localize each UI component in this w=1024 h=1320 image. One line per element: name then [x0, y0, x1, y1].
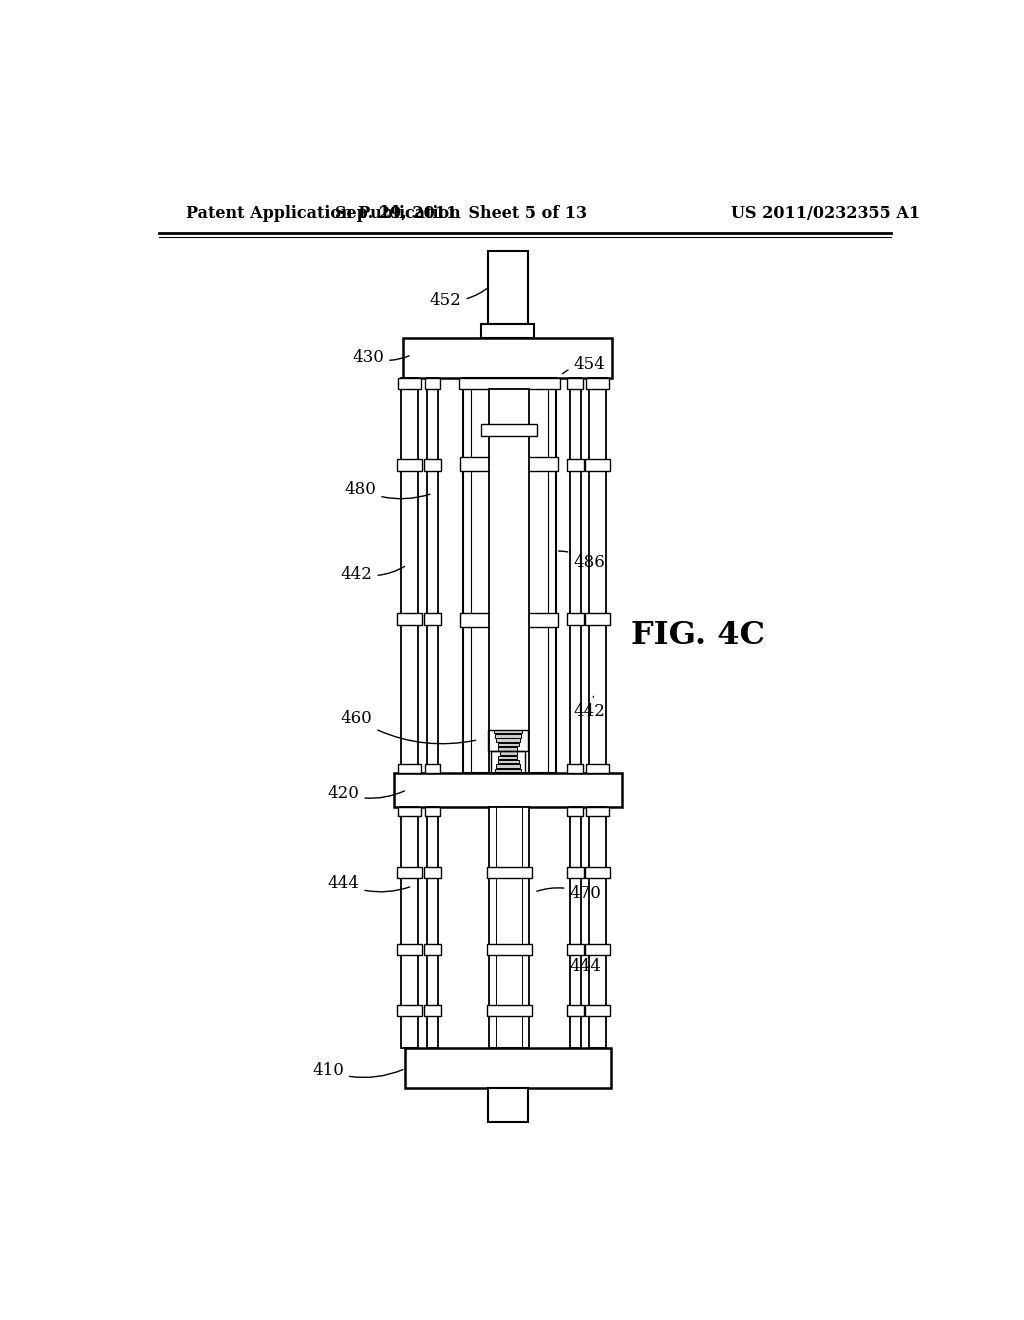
Bar [566, 459, 584, 471]
Bar [499, 747, 517, 751]
Text: 444: 444 [569, 958, 601, 975]
Text: 430: 430 [352, 348, 410, 366]
Bar [397, 1006, 422, 1016]
Bar [586, 807, 609, 816]
Text: 470: 470 [537, 886, 601, 903]
Bar [589, 807, 606, 1048]
Bar [489, 807, 529, 1048]
Bar [490, 751, 524, 774]
Text: 410: 410 [312, 1063, 402, 1080]
Bar [427, 807, 438, 1048]
Text: Patent Application Publication: Patent Application Publication [186, 206, 461, 222]
Bar [486, 1006, 531, 1016]
Bar [397, 612, 422, 626]
Bar [397, 459, 422, 471]
Bar [459, 378, 560, 388]
Bar [586, 944, 610, 954]
Bar [498, 760, 519, 763]
Bar [461, 612, 558, 627]
Text: Sep. 29, 2011  Sheet 5 of 13: Sep. 29, 2011 Sheet 5 of 13 [335, 206, 587, 222]
Bar [586, 459, 610, 471]
Bar [567, 807, 583, 816]
Bar [486, 867, 531, 878]
Bar [427, 378, 438, 772]
Bar [424, 867, 441, 878]
Bar [400, 807, 418, 1048]
Bar [397, 763, 421, 774]
Bar [463, 378, 556, 772]
Bar [424, 1006, 441, 1016]
Text: 454: 454 [562, 356, 605, 374]
Bar [586, 378, 609, 388]
Bar [496, 768, 521, 772]
Bar [397, 807, 421, 816]
Bar [397, 944, 422, 954]
Bar [425, 763, 440, 774]
Bar [487, 1088, 528, 1122]
Bar [406, 1048, 611, 1088]
Bar [566, 867, 584, 878]
Bar [494, 730, 521, 734]
Bar [486, 944, 531, 954]
Text: FIG. 4C: FIG. 4C [631, 620, 765, 651]
Text: 452: 452 [430, 288, 488, 309]
Bar [487, 730, 528, 751]
Bar [496, 764, 519, 768]
Bar [496, 734, 521, 738]
Bar [586, 1006, 610, 1016]
Bar [586, 867, 610, 878]
Bar [425, 807, 440, 816]
Bar [566, 944, 584, 954]
Bar [487, 251, 528, 323]
Text: 442: 442 [341, 566, 404, 582]
Bar [566, 1006, 584, 1016]
Text: US 2011/0232355 A1: US 2011/0232355 A1 [731, 206, 920, 222]
Bar [394, 774, 623, 807]
Bar [569, 378, 581, 772]
Bar [424, 612, 441, 626]
Bar [586, 612, 610, 626]
Bar [499, 755, 517, 759]
Bar [498, 743, 519, 746]
Bar [424, 459, 441, 471]
Bar [461, 457, 558, 471]
Text: 486: 486 [558, 550, 605, 572]
Bar [589, 378, 606, 772]
Bar [567, 378, 583, 388]
Text: 442: 442 [573, 697, 605, 719]
Bar [489, 388, 529, 774]
Bar [403, 338, 612, 378]
Bar [496, 738, 519, 742]
Bar [566, 612, 584, 626]
Bar [481, 323, 535, 338]
Bar [567, 763, 583, 774]
Bar [425, 378, 440, 388]
Bar [500, 751, 517, 755]
Bar [586, 763, 609, 774]
Text: 420: 420 [328, 785, 404, 803]
Text: 460: 460 [341, 710, 475, 743]
Text: 444: 444 [328, 875, 410, 892]
Bar [400, 378, 418, 772]
Bar [569, 807, 581, 1048]
Bar [424, 944, 441, 954]
Text: 480: 480 [344, 480, 430, 499]
Bar [397, 378, 421, 388]
Bar [481, 424, 538, 437]
Bar [397, 867, 422, 878]
